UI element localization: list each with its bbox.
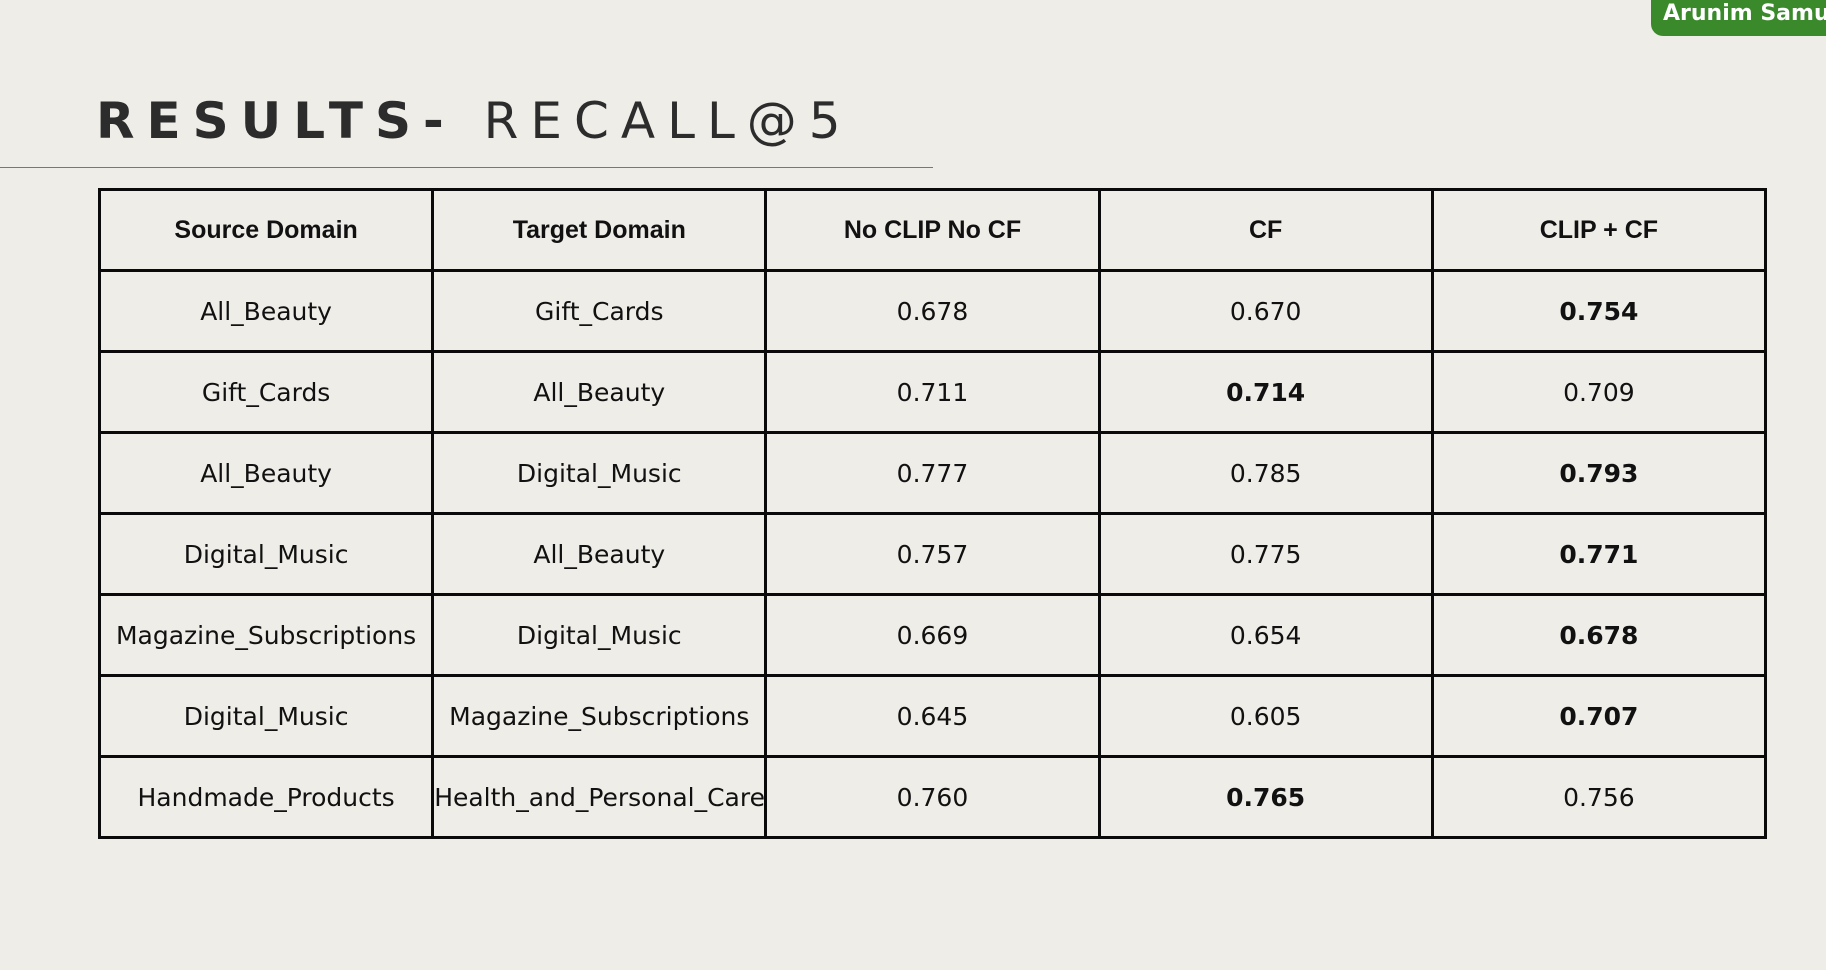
header-clip-cf: CLIP + CF [1430,188,1768,272]
header-cf: CF [1097,188,1434,272]
table-row: Gift_Cards All_Beauty 0.711 0.714 0.709 [97,350,1768,434]
slide-title-light: RECALL@5 [483,92,853,150]
cell-cf: 0.775 [1097,512,1434,596]
cell-source-domain: All_Beauty [97,269,435,353]
cell-cf: 0.765 [1097,755,1434,839]
cell-source-domain: Handmade_Products [97,755,435,839]
cell-cf: 0.785 [1097,431,1434,515]
cell-clip-cf: 0.756 [1430,755,1768,839]
cell-clip-cf: 0.709 [1430,350,1768,434]
cell-target-domain: Digital_Music [431,431,768,515]
header-target-domain: Target Domain [431,188,768,272]
cell-no-clip-no-cf: 0.678 [764,269,1101,353]
cell-no-clip-no-cf: 0.645 [764,674,1101,758]
slide-title: RESULTS- RECALL@5 [96,88,853,154]
table-row: Digital_Music All_Beauty 0.757 0.775 0.7… [97,512,1768,596]
cell-no-clip-no-cf: 0.711 [764,350,1101,434]
title-divider [0,167,933,168]
cell-source-domain: Digital_Music [97,512,435,596]
cell-target-domain: Magazine_Subscriptions [431,674,768,758]
cell-clip-cf: 0.771 [1430,512,1768,596]
cell-clip-cf: 0.754 [1430,269,1768,353]
cell-target-domain: All_Beauty [431,350,768,434]
cell-no-clip-no-cf: 0.760 [764,755,1101,839]
table-row: Magazine_Subscriptions Digital_Music 0.6… [97,593,1768,677]
cell-clip-cf: 0.678 [1430,593,1768,677]
header-source-domain: Source Domain [97,188,435,272]
table-header-row: Source Domain Target Domain No CLIP No C… [97,188,1768,272]
cell-cf: 0.654 [1097,593,1434,677]
cell-source-domain: All_Beauty [97,431,435,515]
cell-no-clip-no-cf: 0.757 [764,512,1101,596]
table-row: Handmade_Products Health_and_Personal_Ca… [97,755,1768,839]
results-table: Source Domain Target Domain No CLIP No C… [97,188,1768,839]
table-row: Digital_Music Magazine_Subscriptions 0.6… [97,674,1768,758]
cell-source-domain: Magazine_Subscriptions [97,593,435,677]
cell-source-domain: Gift_Cards [97,350,435,434]
cell-cf: 0.670 [1097,269,1434,353]
header-no-clip-no-cf: No CLIP No CF [764,188,1101,272]
cell-clip-cf: 0.793 [1430,431,1768,515]
cell-no-clip-no-cf: 0.669 [764,593,1101,677]
cell-cf: 0.605 [1097,674,1434,758]
cell-clip-cf: 0.707 [1430,674,1768,758]
slide-title-bold: RESULTS- [96,92,456,150]
cell-target-domain: Digital_Music [431,593,768,677]
presenter-name-badge: Arunim Samudra [1651,0,1826,36]
cell-cf: 0.714 [1097,350,1434,434]
cell-target-domain: Health_and_Personal_Care [431,755,768,839]
cell-target-domain: All_Beauty [431,512,768,596]
cell-target-domain: Gift_Cards [431,269,768,353]
table-row: All_Beauty Digital_Music 0.777 0.785 0.7… [97,431,1768,515]
cell-no-clip-no-cf: 0.777 [764,431,1101,515]
cell-source-domain: Digital_Music [97,674,435,758]
table-row: All_Beauty Gift_Cards 0.678 0.670 0.754 [97,269,1768,353]
